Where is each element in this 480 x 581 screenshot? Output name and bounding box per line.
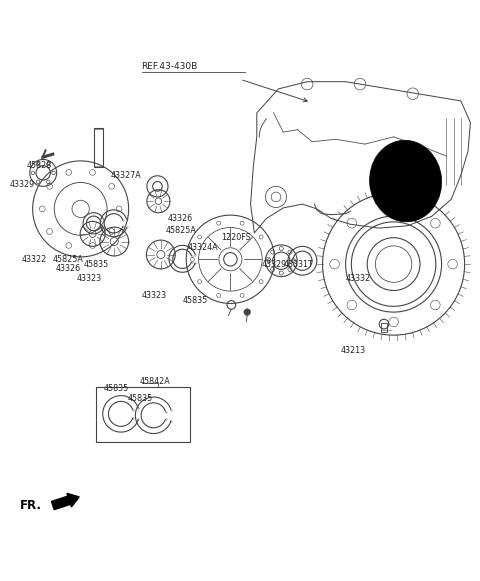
Text: 45828: 45828 — [26, 161, 52, 170]
Text: 43323: 43323 — [77, 274, 102, 283]
Text: 45825A: 45825A — [166, 226, 196, 235]
Text: 43326: 43326 — [168, 214, 193, 223]
Text: 1220FS: 1220FS — [221, 233, 251, 242]
Ellipse shape — [370, 140, 442, 222]
Text: 43329: 43329 — [10, 180, 35, 189]
Text: 43213: 43213 — [341, 346, 366, 355]
Text: REF.43-430B: REF.43-430B — [142, 62, 198, 71]
Text: 43331T: 43331T — [283, 260, 313, 268]
Text: 45835: 45835 — [103, 385, 129, 393]
Text: 43323: 43323 — [142, 291, 167, 300]
Text: 43332: 43332 — [346, 274, 371, 283]
Text: 45842A: 45842A — [139, 377, 170, 386]
Text: 43327A: 43327A — [110, 171, 141, 180]
Text: 45825A: 45825A — [53, 255, 84, 264]
Text: 45835: 45835 — [127, 394, 153, 403]
Text: 43324A: 43324A — [187, 243, 218, 252]
Text: 43326: 43326 — [55, 264, 80, 274]
Circle shape — [244, 309, 251, 315]
Text: 43322: 43322 — [22, 255, 47, 264]
Text: FR.: FR. — [20, 499, 42, 512]
Bar — [381, 322, 387, 332]
Bar — [94, 128, 103, 167]
FancyArrow shape — [51, 493, 79, 510]
Bar — [96, 386, 190, 442]
Text: 43329: 43329 — [262, 260, 287, 268]
Text: 45835: 45835 — [182, 296, 208, 304]
Text: 45835: 45835 — [84, 260, 109, 268]
